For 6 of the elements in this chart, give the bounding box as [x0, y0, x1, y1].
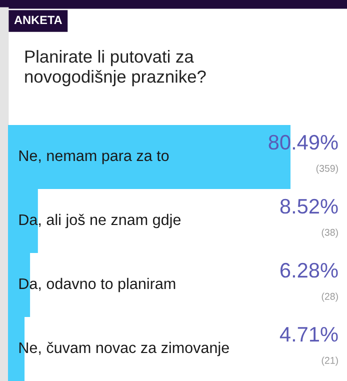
text: ANKETA	[14, 16, 62, 24]
chart-title: Planirate li putovati za novogodišnje praznike?	[25, 50, 206, 86]
data-label: 8.52% (38)	[280, 198, 338, 238]
data-label: 4.71% (21)	[280, 327, 338, 366]
data-label: 6.28% (28)	[280, 262, 338, 302]
y-tick-label: Ne, nemam para za to	[19, 150, 169, 164]
